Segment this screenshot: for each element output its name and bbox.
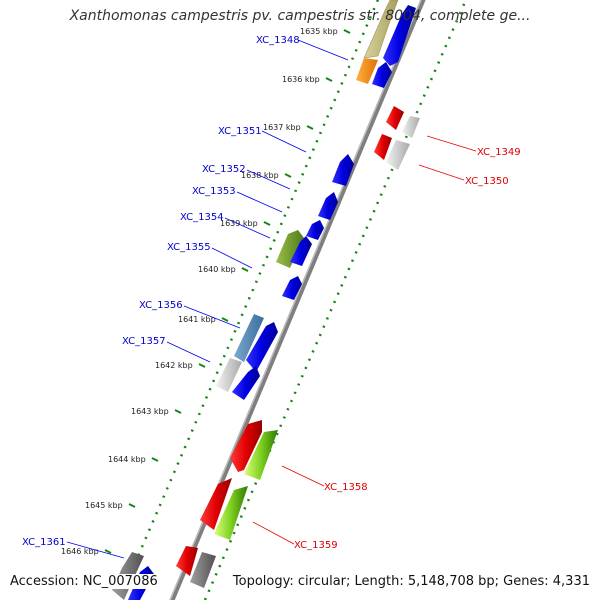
tick-label: 1642 kbp bbox=[155, 361, 193, 370]
accession-label: Accession: NC_007086 bbox=[8, 574, 160, 589]
gene-label-reverse[interactable]: XC_1358 bbox=[324, 482, 368, 493]
tick-label: 1645 kbp bbox=[85, 501, 123, 510]
gene-xc1358[interactable] bbox=[244, 430, 278, 480]
gene-xc1350-b[interactable] bbox=[386, 140, 410, 170]
gene-xc1349-b[interactable] bbox=[402, 116, 420, 138]
tick-mark bbox=[284, 173, 292, 178]
gene-label-reverse[interactable]: XC_1350 bbox=[465, 176, 509, 187]
gene-label-reverse[interactable]: XC_1359 bbox=[294, 540, 338, 551]
tick-label: 1640 kbp bbox=[198, 265, 236, 274]
tick-mark bbox=[198, 363, 206, 368]
gene-xc1359[interactable] bbox=[214, 486, 248, 540]
gene-label-forward[interactable]: XC_1361 bbox=[22, 537, 66, 548]
tick-mark bbox=[104, 549, 112, 554]
gene-label-reverse[interactable]: XC_1349 bbox=[477, 147, 521, 158]
topology-label: Topology: circular; Length: 5,148,708 bp… bbox=[230, 574, 592, 589]
tick-mark bbox=[151, 457, 159, 462]
gene-forward-top-2[interactable] bbox=[372, 62, 392, 88]
gene-xc1348-orange[interactable] bbox=[356, 58, 378, 84]
gene-xc1352[interactable] bbox=[318, 192, 338, 220]
gene-label-forward[interactable]: XC_1354 bbox=[180, 212, 224, 223]
gene-label-forward[interactable]: XC_1348 bbox=[256, 35, 300, 46]
tick-mark bbox=[306, 125, 314, 130]
forward-features bbox=[112, 0, 416, 600]
tick-mark bbox=[174, 409, 182, 414]
gene-xc1354-b[interactable] bbox=[290, 236, 312, 266]
gene-label-forward[interactable]: XC_1351 bbox=[218, 126, 262, 137]
gene-red-mid-2[interactable] bbox=[200, 478, 232, 530]
gene-xc1357-b[interactable] bbox=[232, 366, 260, 400]
gene-xc1349[interactable] bbox=[386, 106, 404, 130]
tick-label: 1641 kbp bbox=[178, 315, 216, 324]
gene-xc1348-cds[interactable] bbox=[363, 0, 399, 59]
tick-label: 1637 kbp bbox=[263, 123, 301, 132]
gene-xc1355[interactable] bbox=[282, 276, 302, 300]
tick-label: 1643 kbp bbox=[131, 407, 169, 416]
tick-label: 1639 kbp bbox=[220, 219, 258, 228]
gene-xc1353[interactable] bbox=[306, 220, 324, 240]
tick-track-outer bbox=[203, 0, 468, 600]
tick-mark bbox=[325, 77, 333, 82]
tick-mark bbox=[343, 29, 351, 34]
gene-label-forward[interactable]: XC_1357 bbox=[122, 336, 166, 347]
map-title: Xanthomonas campestris pv. campestris st… bbox=[69, 8, 531, 24]
tick-label: 1635 kbp bbox=[300, 27, 338, 36]
reverse-features bbox=[176, 106, 420, 588]
gene-label-forward[interactable]: XC_1353 bbox=[192, 186, 236, 197]
gene-gray-bottom[interactable] bbox=[190, 552, 216, 588]
gene-xc1354[interactable] bbox=[276, 230, 304, 268]
gene-label-forward[interactable]: XC_1352 bbox=[202, 164, 246, 175]
gene-xc1351[interactable] bbox=[332, 154, 354, 186]
tick-mark bbox=[263, 221, 271, 226]
gene-label-forward[interactable]: XC_1356 bbox=[139, 300, 183, 311]
gene-red-mid-1[interactable] bbox=[230, 420, 262, 472]
tick-label: 1636 kbp bbox=[282, 75, 320, 84]
gene-forward-top-1[interactable] bbox=[383, 5, 416, 66]
tick-mark bbox=[128, 503, 136, 508]
gene-xc1350[interactable] bbox=[374, 134, 392, 160]
gene-xc1356[interactable] bbox=[234, 314, 264, 362]
tick-mark bbox=[241, 267, 249, 272]
label-leaders bbox=[66, 39, 477, 559]
tick-mark bbox=[221, 317, 229, 322]
gene-label-forward[interactable]: XC_1355 bbox=[167, 242, 211, 253]
tick-label: 1644 kbp bbox=[108, 455, 146, 464]
tick-label: 1646 kbp bbox=[61, 547, 99, 556]
gene-red-bottom[interactable] bbox=[176, 546, 198, 576]
gene-xc1357[interactable] bbox=[216, 358, 242, 392]
gene-xc1356-b[interactable] bbox=[246, 322, 278, 372]
